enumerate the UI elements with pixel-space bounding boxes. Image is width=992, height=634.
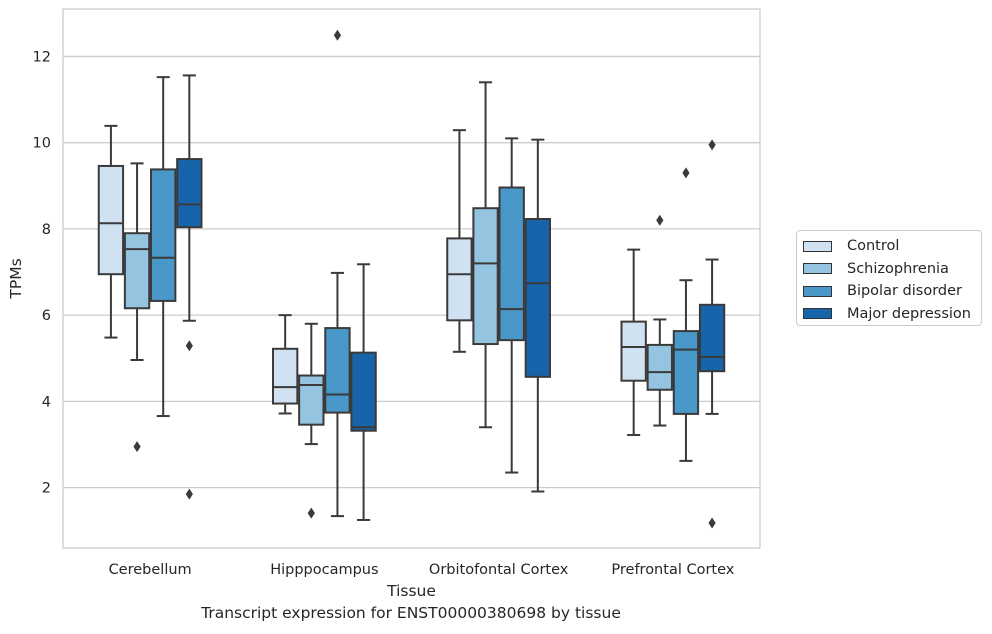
legend-label: Major depression <box>847 305 971 322</box>
box-body <box>698 303 726 373</box>
y-tick-label: 4 <box>42 394 51 410</box>
legend-swatch <box>803 285 832 297</box>
legend-item: Control <box>803 235 981 258</box>
legend-label: Schizophrenia <box>847 260 949 277</box>
box <box>620 248 647 437</box>
box-body <box>176 158 203 229</box>
chart-caption: Transcript expression for ENST0000038069… <box>201 604 621 622</box>
box <box>324 29 351 518</box>
x-axis-title: Tissue <box>386 582 436 600</box>
legend-item: Schizophrenia <box>803 258 981 281</box>
outlier-point <box>133 441 141 453</box>
outlier-point <box>708 139 716 151</box>
legend-label: Control <box>847 238 900 255</box>
box-body <box>672 330 700 415</box>
box <box>698 139 726 529</box>
box-body <box>97 164 125 276</box>
box-body <box>272 347 299 405</box>
legend: Control Schizophrenia Bipolar disorder Majo… <box>796 230 982 326</box>
outlier-point <box>185 340 193 352</box>
box-body <box>324 327 351 414</box>
box <box>350 263 377 521</box>
box <box>524 138 551 493</box>
box <box>176 74 203 500</box>
box-body <box>646 343 673 391</box>
box <box>446 129 473 353</box>
box <box>472 81 499 429</box>
y-tick-label: 10 <box>33 136 51 152</box>
y-tick-label: 6 <box>42 308 51 324</box>
box-body <box>472 207 499 346</box>
box-body <box>524 217 551 378</box>
x-tick-label: Prefrontal Cortex <box>611 562 734 578</box>
legend-item: Bipolar disorder <box>803 280 981 303</box>
x-tick-label: Hipppocampus <box>270 562 378 578</box>
y-tick-label: 2 <box>42 481 51 497</box>
tick-labels: 2 4 6 8 10 12 Cerebellum Hipppocampus Orbitofont… <box>33 49 735 578</box>
x-tick-label: Orbitofontal Cortex <box>429 562 569 578</box>
box-body <box>298 374 325 426</box>
box-body <box>350 351 377 432</box>
box-body <box>498 186 525 342</box>
y-axis-title: TPMs <box>7 258 25 299</box>
legend-label: Bipolar disorder <box>847 283 962 300</box>
outlier-point <box>708 517 716 529</box>
box <box>672 167 700 462</box>
box <box>97 124 125 339</box>
legend-swatch <box>803 263 832 275</box>
legend-swatch <box>803 240 832 252</box>
outlier-point <box>682 167 690 179</box>
box <box>123 162 151 453</box>
outlier-point <box>185 488 193 500</box>
legend-swatch <box>803 308 832 320</box>
box <box>646 214 673 427</box>
outlier-point <box>656 214 664 226</box>
x-tick-label: Cerebellum <box>109 562 192 578</box>
box-body <box>446 237 473 322</box>
boxes <box>97 29 726 529</box>
box-body <box>620 320 647 382</box>
outlier-point <box>307 507 315 519</box>
box <box>272 314 299 415</box>
box <box>150 76 177 418</box>
gridlines <box>63 55 760 489</box>
legend-item: Major depression <box>803 303 981 326</box>
box-body <box>150 168 177 302</box>
box <box>298 322 325 519</box>
box-body <box>123 232 151 310</box>
y-tick-label: 8 <box>42 222 51 238</box>
box <box>498 137 525 474</box>
outlier-point <box>333 29 342 41</box>
y-tick-label: 12 <box>33 49 51 65</box>
plot-frame <box>62 8 761 549</box>
